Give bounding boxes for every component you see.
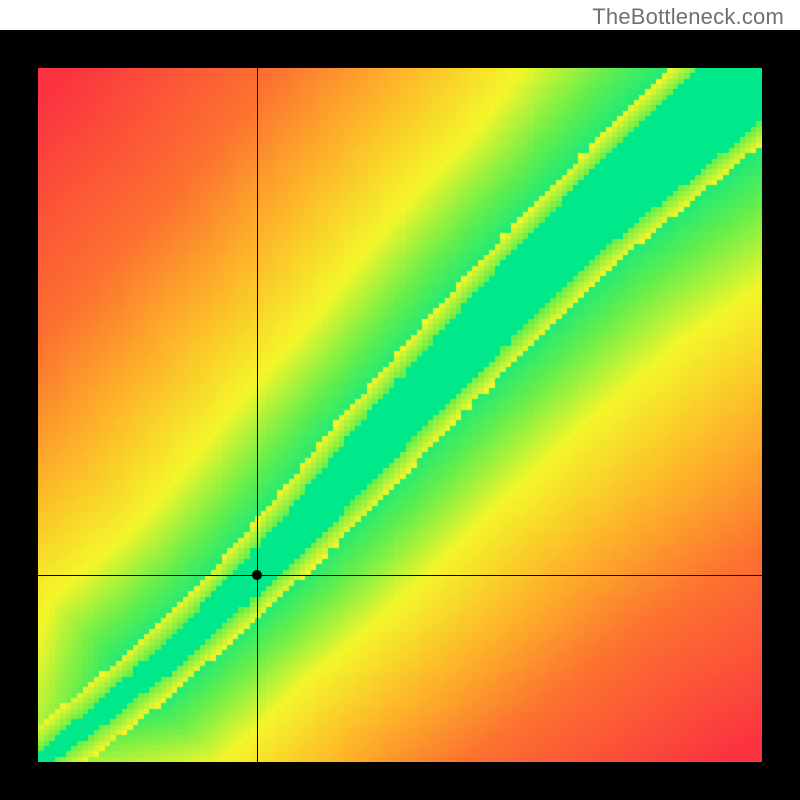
crosshair-vertical-line [257,68,258,762]
crosshair-horizontal-line [38,575,762,576]
heatmap-plot-area [38,68,762,762]
root-container: TheBottleneck.com [0,0,800,800]
heatmap-canvas [38,68,762,762]
watermark-text: TheBottleneck.com [592,4,784,30]
crosshair-marker [252,570,262,580]
chart-outer-frame [0,30,800,800]
